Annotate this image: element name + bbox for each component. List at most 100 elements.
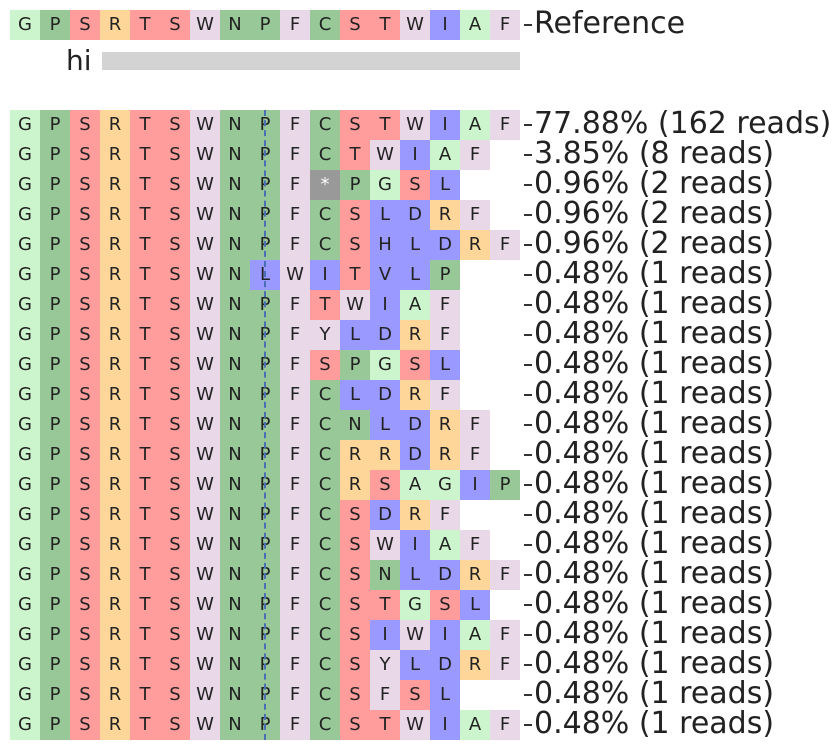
- allele-cell-letter: G: [18, 474, 32, 495]
- allele-cell: R: [460, 560, 490, 590]
- allele-cell-letter: N: [228, 594, 242, 615]
- allele-cell-letter: D: [408, 414, 422, 435]
- sample-name: hi: [66, 44, 92, 77]
- allele-cell-letter: L: [409, 234, 421, 255]
- allele-cell-letter: V: [378, 264, 392, 285]
- allele-cell-letter: G: [18, 144, 32, 165]
- allele-cell: F: [280, 710, 310, 740]
- allele-cell: C: [310, 620, 340, 650]
- allele-cell: Y: [370, 650, 400, 680]
- allele-cell: F: [280, 200, 310, 230]
- allele-cell: P: [340, 350, 370, 380]
- allele-cell-letter: N: [378, 564, 392, 585]
- allele-cell-letter: R: [408, 384, 422, 405]
- allele-cell-letter: D: [408, 444, 422, 465]
- allele-cell: T: [130, 380, 160, 410]
- allele-cell-letter: T: [139, 384, 151, 405]
- allele-cell: S: [70, 350, 100, 380]
- allele-cell-letter: A: [408, 294, 422, 315]
- allele-label-tick: [524, 124, 532, 126]
- allele-cell: N: [220, 380, 250, 410]
- allele-cell: P: [40, 200, 70, 230]
- reference-cell: P: [250, 10, 280, 40]
- allele-cell-letter: S: [169, 354, 181, 375]
- allele-cell-letter: R: [108, 594, 122, 615]
- allele-cell-letter: F: [289, 564, 301, 585]
- allele-label: 77.88% (162 reads): [534, 106, 832, 141]
- allele-cell: A: [460, 710, 490, 740]
- allele-label: 0.48% (1 reads): [534, 406, 775, 441]
- allele-cell-letter: C: [318, 534, 332, 555]
- allele-cell-letter: F: [439, 384, 451, 405]
- allele-cell: F: [280, 650, 310, 680]
- allele-cell: G: [10, 440, 40, 470]
- allele-cell-letter: G: [18, 624, 32, 645]
- allele-cell-letter: T: [139, 444, 151, 465]
- allele-cell: S: [370, 470, 400, 500]
- allele-cell: P: [40, 110, 70, 140]
- allele-cell-letter: S: [79, 384, 91, 405]
- allele-cell-letter: R: [108, 504, 122, 525]
- allele-cell: S: [400, 170, 430, 200]
- allele-cell-letter: F: [379, 684, 391, 705]
- allele-cell: T: [130, 620, 160, 650]
- allele-cell-letter: G: [18, 114, 32, 135]
- allele-cell: D: [370, 320, 400, 350]
- allele-cell: N: [220, 320, 250, 350]
- allele-cell: T: [130, 470, 160, 500]
- allele-cell: Y: [310, 320, 340, 350]
- allele-cell-letter: L: [349, 384, 361, 405]
- reference-cell: T: [130, 10, 160, 40]
- allele-cell-letter: S: [169, 234, 181, 255]
- allele-cell: W: [190, 140, 220, 170]
- allele-cell-letter: L: [469, 594, 481, 615]
- allele-cell: F: [490, 230, 520, 260]
- allele-cell-letter: S: [79, 624, 91, 645]
- allele-cell-letter: P: [49, 174, 61, 195]
- allele-cell: G: [10, 650, 40, 680]
- allele-cell: F: [280, 140, 310, 170]
- reference-label-tick: [524, 24, 532, 26]
- allele-cell-letter: S: [79, 114, 91, 135]
- allele-cell: N: [220, 470, 250, 500]
- allele-cell: N: [220, 650, 250, 680]
- reference-cell-letter: S: [79, 14, 91, 35]
- allele-cell-letter: S: [169, 684, 181, 705]
- allele-cell-letter: F: [289, 234, 301, 255]
- allele-cell-letter: P: [49, 504, 61, 525]
- allele-cell: T: [130, 290, 160, 320]
- allele-cell-letter: P: [49, 204, 61, 225]
- allele-cell-letter: P: [349, 354, 361, 375]
- allele-cell-letter: T: [139, 414, 151, 435]
- allele-cell: T: [340, 140, 370, 170]
- allele-cell: W: [190, 650, 220, 680]
- allele-cell: S: [340, 590, 370, 620]
- allele-cell: W: [190, 530, 220, 560]
- allele-cell-letter: T: [139, 204, 151, 225]
- allele-cell-letter: R: [348, 474, 362, 495]
- allele-cell: S: [160, 290, 190, 320]
- allele-cell-letter: F: [469, 534, 481, 555]
- allele-cell: P: [40, 320, 70, 350]
- allele-cell-letter: G: [18, 504, 32, 525]
- allele-cell: S: [70, 260, 100, 290]
- allele-label: 0.48% (1 reads): [534, 526, 775, 561]
- allele-cell: P: [430, 260, 460, 290]
- allele-cell: F: [280, 440, 310, 470]
- allele-cell-letter: N: [228, 174, 242, 195]
- allele-cell-letter: F: [289, 654, 301, 675]
- allele-cell-letter: F: [289, 474, 301, 495]
- allele-cell: F: [280, 530, 310, 560]
- allele-cell: L: [340, 320, 370, 350]
- allele-cell: T: [130, 410, 160, 440]
- allele-cell: S: [70, 140, 100, 170]
- allele-cell-letter: Y: [379, 654, 391, 675]
- allele-cell: R: [100, 410, 130, 440]
- allele-cell: S: [70, 710, 100, 740]
- allele-label-tick: [524, 694, 532, 696]
- allele-cell: F: [490, 560, 520, 590]
- allele-cell: G: [10, 380, 40, 410]
- allele-cell: I: [370, 620, 400, 650]
- allele-cell-letter: R: [108, 324, 122, 345]
- allele-label: 0.96% (2 reads): [534, 196, 775, 231]
